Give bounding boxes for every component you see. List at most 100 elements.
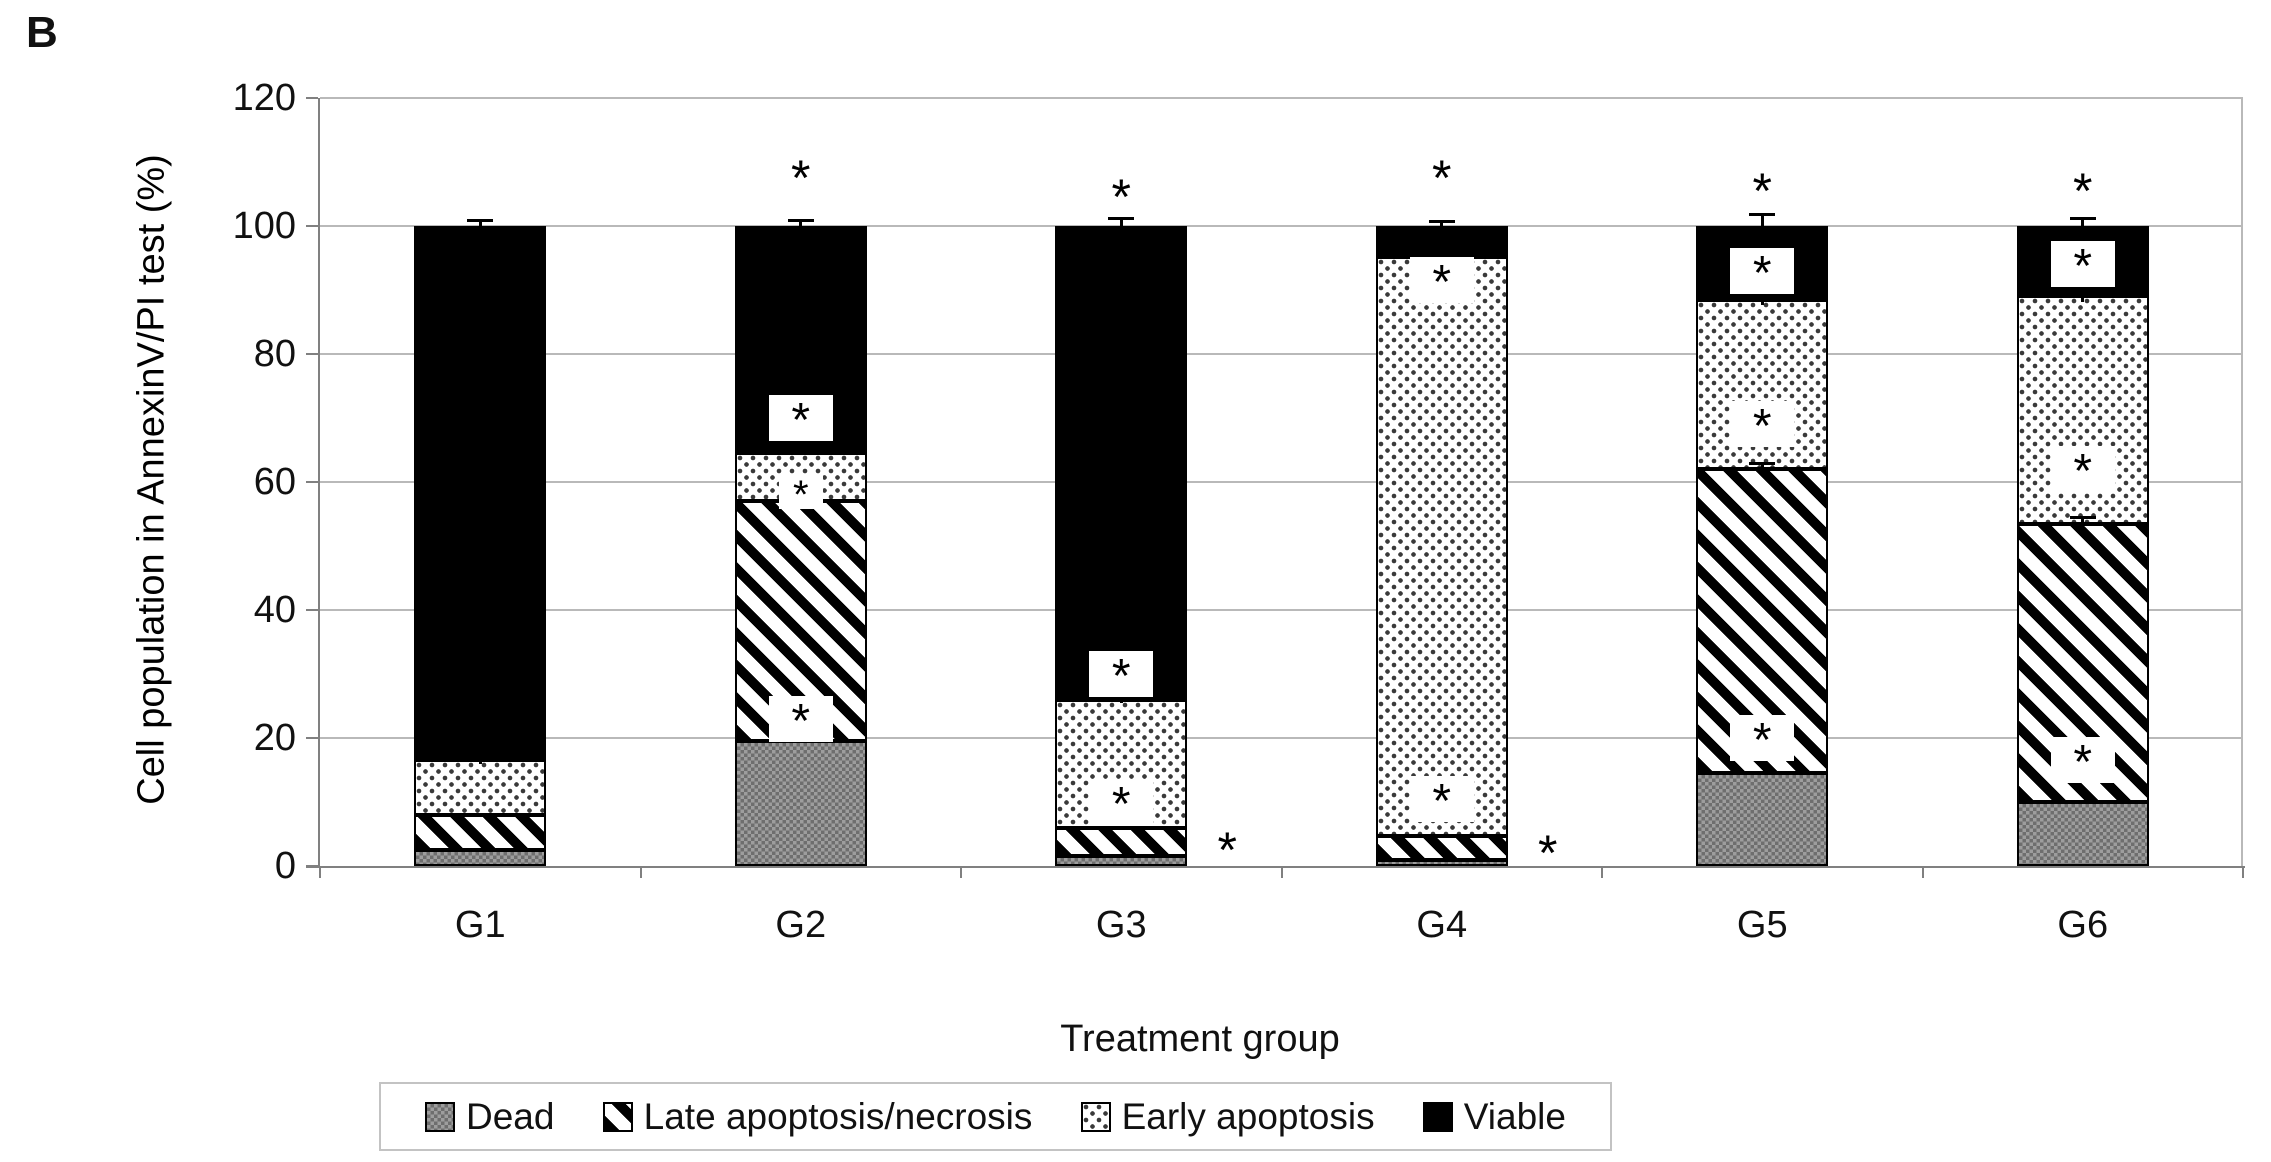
y-tick-label-60: 60 <box>253 461 296 503</box>
legend-item-dots: Early apoptosis <box>1080 1095 1375 1138</box>
error-bar-cap-G4-100 <box>1428 219 1455 223</box>
error-bar-G1-100 <box>478 220 482 232</box>
legend-label: Dead <box>466 1095 555 1137</box>
y-tick-label-20: 20 <box>253 717 296 759</box>
asterisk-marker: * <box>2073 162 2093 219</box>
y-tick-label-120: 120 <box>232 77 296 119</box>
error-bar-cap-G2-100 <box>787 218 814 222</box>
error-bar-G4-100 <box>1440 220 1444 229</box>
significance-box-G5-69: * <box>1730 401 1795 451</box>
error-bar-G5-88.5 <box>1760 290 1764 305</box>
error-bar-cap-G5-62 <box>1749 461 1776 465</box>
bar-G3-segment-diagonal-hatch <box>1055 827 1188 857</box>
bar-G4-segment-dots <box>1375 256 1508 836</box>
gridline-y-80 <box>320 353 2243 355</box>
x-tick-3 <box>1280 866 1283 878</box>
x-axis-line <box>306 866 2245 868</box>
y-tick-60 <box>306 481 318 483</box>
gridline-y-60 <box>320 481 2243 483</box>
bar-G3-segment-gray-checker <box>1055 856 1188 866</box>
x-category-label-G6: G6 <box>2057 904 2109 946</box>
x-category-label-G3: G3 <box>1095 904 1147 946</box>
error-bar-G6-100 <box>2081 217 2085 230</box>
bar-G4-segment-gray-checker <box>1375 859 1508 866</box>
legend-swatch-diagonal-hatch <box>602 1101 633 1132</box>
y-tick-80 <box>306 353 318 355</box>
error-bar-cap-G5-100 <box>1749 212 1776 216</box>
x-tick-0 <box>319 866 321 878</box>
bar-G1-segment-diagonal-hatch <box>414 814 547 850</box>
legend-label: Late apoptosis/necrosis <box>643 1095 1033 1137</box>
significance-box-G6-94: * <box>2050 241 2115 291</box>
y-tick-0 <box>306 865 318 867</box>
y-tick-120 <box>306 97 318 99</box>
y-axis-line <box>318 98 320 868</box>
significance-box-G5-93: * <box>1730 247 1795 297</box>
y-tick-20 <box>306 737 318 739</box>
error-bar-G3-26 <box>1119 694 1123 703</box>
significance-box-G4-10.5: * <box>1409 775 1474 825</box>
gridline-y-20 <box>320 737 2243 739</box>
error-bar-G6-89 <box>2081 286 2085 302</box>
bar-G4-segment-solid-black <box>1375 226 1508 257</box>
legend-item-gray-checker: Dead <box>425 1096 554 1138</box>
legend-label: Early apoptosis <box>1121 1095 1375 1137</box>
error-bar-G2-100 <box>799 219 803 230</box>
significance-box-G6-16.5: * <box>2050 737 2115 787</box>
bar-G2-segment-gray-checker <box>734 741 867 866</box>
legend: Dead Late apoptosis/necrosis Early apoptos… <box>379 1082 1612 1151</box>
significance-box-G5-20: * <box>1730 715 1795 765</box>
legend-item-solid-black: Viable <box>1422 1095 1566 1138</box>
x-tick-5 <box>1921 866 1924 878</box>
error-bar-cap-G1-16.5 <box>467 755 494 759</box>
y-tick-100 <box>306 225 318 227</box>
x-axis-title: Treatment group <box>1060 1018 1340 1060</box>
error-bar-G5-100 <box>1760 213 1764 232</box>
error-bar-cap-G3-100 <box>1108 216 1135 220</box>
significance-box-G3-30: * <box>1089 651 1154 701</box>
legend-swatch-dots <box>1080 1101 1111 1132</box>
legend-item-diagonal-hatch: Late apoptosis/necrosis <box>602 1095 1033 1138</box>
x-tick-2 <box>960 866 962 878</box>
bar-G3-segment-solid-black <box>1055 226 1188 700</box>
x-tick-6 <box>2242 866 2244 878</box>
gridline-y-100 <box>320 225 2243 227</box>
error-bar-cap-G1-100 <box>467 219 494 223</box>
asterisk-marker: * <box>791 149 811 206</box>
x-category-label-G2: G2 <box>775 904 827 946</box>
gridline-y-120 <box>320 97 2243 99</box>
x-tick-4 <box>1601 866 1603 878</box>
error-bar-cap-G6-100 <box>2069 216 2096 220</box>
y-tick-label-40: 40 <box>253 589 296 631</box>
plot-area: * * * * * * * * * * * * * * * * * * * * <box>306 97 2245 878</box>
legend-swatch-gray-checker <box>425 1101 455 1132</box>
legend-swatch-solid-black <box>1422 1101 1453 1132</box>
y-tick-40 <box>306 609 318 611</box>
bar-G6-segment-gray-checker <box>2016 802 2149 866</box>
x-category-label-G1: G1 <box>454 904 506 946</box>
significance-box-G4-91.5: * <box>1409 257 1474 307</box>
significance-box-G3-10: * <box>1089 779 1154 829</box>
significance-box-G2-23: * <box>768 695 833 745</box>
bar-G4-segment-diagonal-hatch <box>1375 835 1508 860</box>
y-axis-title: Cell population in AnnexinV/PI test (%) <box>130 154 173 805</box>
asterisk-marker: * <box>1538 825 1558 881</box>
y-tick-label-0: 0 <box>274 845 296 887</box>
panel-label: B <box>26 8 58 57</box>
bar-G1-segment-gray-checker <box>414 850 547 866</box>
asterisk-marker: * <box>1432 149 1452 206</box>
bar-G1-segment-solid-black <box>414 226 547 761</box>
asterisk-marker: * <box>1752 162 1772 219</box>
x-category-label-G4: G4 <box>1416 904 1468 946</box>
y-tick-label-80: 80 <box>253 333 296 375</box>
error-bar-G5-62 <box>1760 462 1764 473</box>
bar-G1-segment-dots <box>414 760 547 815</box>
error-bar-cap-G6-53.5 <box>2069 516 2096 520</box>
plot-right-border <box>2241 98 2243 868</box>
asterisk-marker: * <box>1217 821 1237 878</box>
legend-label: Viable <box>1463 1095 1566 1137</box>
bar-G3-segment-dots <box>1055 699 1188 828</box>
x-tick-1 <box>639 866 642 878</box>
significance-box-G2-58.5: * <box>778 474 823 515</box>
